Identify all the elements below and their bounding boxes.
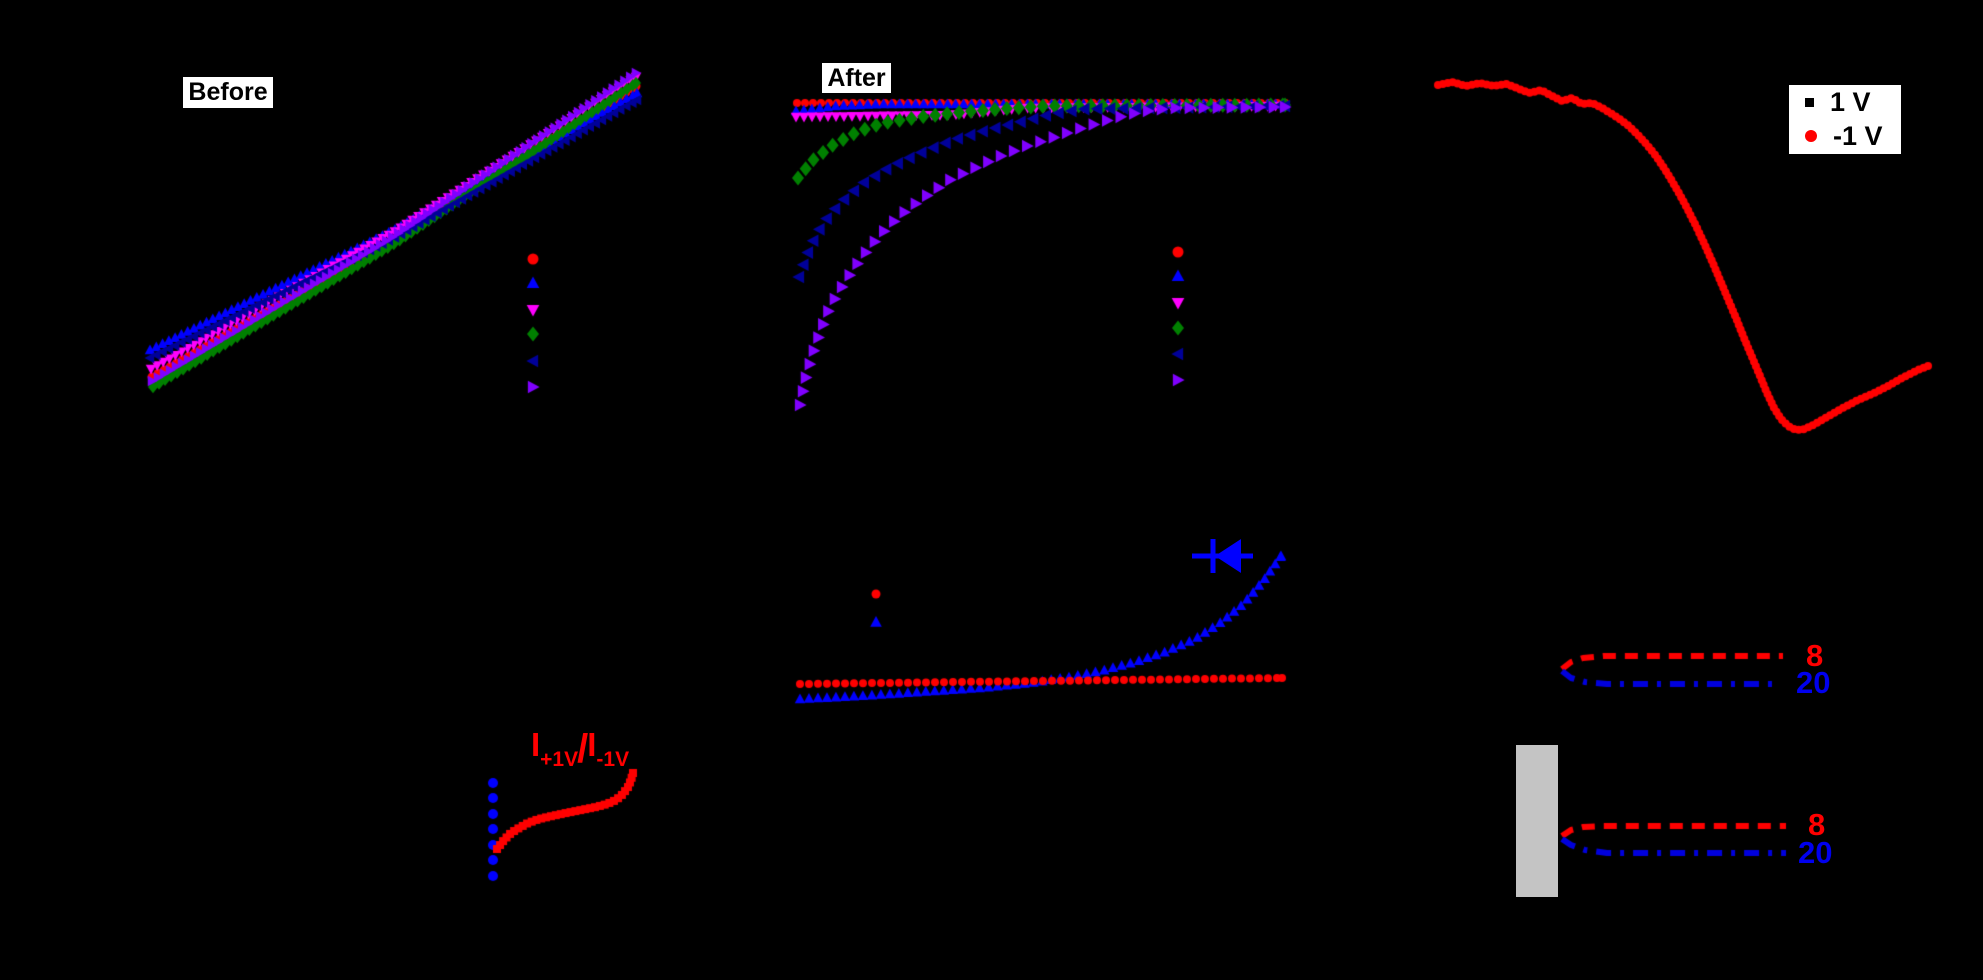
diode-icon <box>1192 533 1256 579</box>
upper-label-20: 20 <box>1796 665 1831 700</box>
before-tag-text: Before <box>188 78 268 106</box>
lower-label-8: 8 <box>1808 807 1826 842</box>
lower-label-20: 20 <box>1798 835 1833 870</box>
square-marker-icon <box>1805 98 1814 108</box>
upper-label-8: 8 <box>1806 638 1824 673</box>
voltage-legend-row-1v: 1 V <box>1789 87 1901 119</box>
electrode-rect <box>1516 745 1558 897</box>
after-tag: After <box>822 63 891 93</box>
ratio-label: I+1V/I-1V <box>531 728 629 770</box>
ratio-label-sub-plus: +1V <box>540 748 579 771</box>
ratio-label-sub-minus: -1V <box>596 748 630 771</box>
circle-marker-icon <box>1805 130 1817 143</box>
voltage-legend-row-minus1v: -1 V <box>1789 120 1901 152</box>
after-tag-text: After <box>827 63 886 92</box>
before-tag: Before <box>183 77 273 108</box>
ratio-label-slash: / <box>577 727 589 771</box>
ratio-label-i1: I <box>531 726 541 763</box>
voltage-legend: 1 V -1 V <box>1789 85 1901 154</box>
voltage-legend-label-1v: 1 V <box>1830 87 1871 118</box>
voltage-legend-label-minus1v: -1 V <box>1833 120 1883 151</box>
ratio-label-i2: I <box>587 726 597 763</box>
